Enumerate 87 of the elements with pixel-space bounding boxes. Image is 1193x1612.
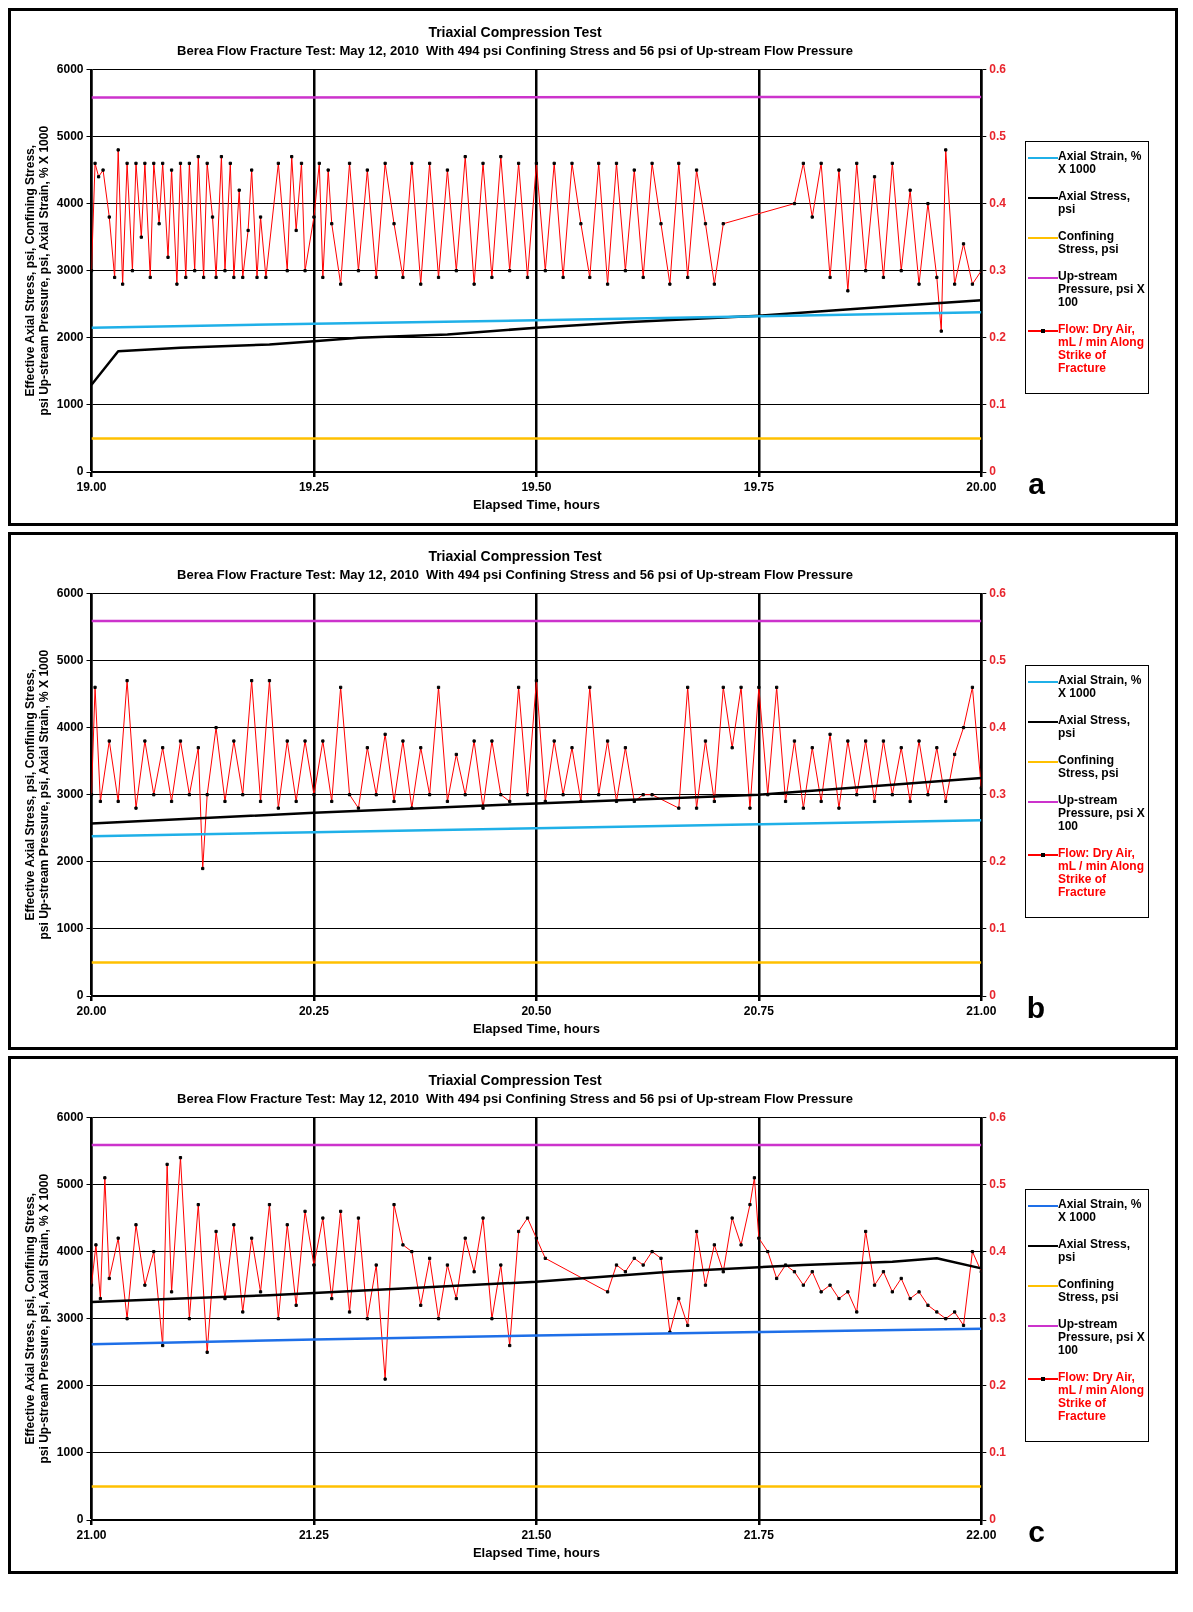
y-tick-label: 0 bbox=[76, 1512, 84, 1527]
y-tick-label: 5000 bbox=[56, 1176, 84, 1191]
y-tick-label: 4000 bbox=[56, 195, 84, 210]
x-axis-title: Elapsed Time, hours bbox=[472, 1544, 600, 1560]
y-axis-title: Effective Axial Stress, psi, Confining Stress, psi Up-stream Pressure, psi, Axial Strain, % X 1000 bbox=[22, 649, 51, 940]
x-tick-label: 20.25 bbox=[298, 1003, 330, 1018]
y2-tick-label: 0.6 bbox=[989, 61, 1007, 76]
chart-subtitle: Berea Flow Fracture Test: May 12, 2010 With 494 psi Confining Stress and 56 psi of Up-stream Flow Pressure bbox=[177, 43, 853, 59]
text: b bbox=[1026, 991, 1045, 1025]
y2-tick-label: 0.3 bbox=[989, 263, 1007, 278]
y-tick-label: 0 bbox=[76, 988, 84, 1003]
y2-tick-label: 0.5 bbox=[989, 652, 1007, 667]
x-axis-title: Elapsed Time, hours bbox=[472, 1020, 600, 1036]
x-tick-label: 20.00 bbox=[966, 479, 997, 494]
y-axis-title: Effective Axial Stress, psi, Confining Stress, psi Up-stream Pressure, psi, Axial Strain, % X 1000 bbox=[22, 125, 51, 416]
y2-tick-label: 0.6 bbox=[989, 585, 1007, 600]
y2-tick-label: 0.5 bbox=[989, 128, 1007, 143]
legend-label: Up-stream Pressure, psi X 100 bbox=[1058, 1316, 1146, 1357]
y-tick-label: 2000 bbox=[56, 330, 84, 345]
legend-label: Axial Strain, % X 1000 bbox=[1058, 1196, 1143, 1224]
y2-tick-label: 0.3 bbox=[989, 1311, 1007, 1326]
y2-tick-label: 0.2 bbox=[989, 854, 1007, 869]
y-tick-label: 0 bbox=[76, 464, 84, 479]
legend-label: Axial Strain, % X 1000 bbox=[1058, 148, 1143, 176]
legend-label: Flow: Dry Air, mL / min Along Strike of Fracture bbox=[1058, 1369, 1145, 1423]
x-tick-label: 22.00 bbox=[966, 1527, 997, 1542]
y2-tick-label: 0 bbox=[989, 1512, 997, 1527]
y2-tick-label: 0.5 bbox=[989, 1176, 1007, 1191]
x-tick-label: 21.75 bbox=[743, 1527, 775, 1542]
y-tick-label: 5000 bbox=[56, 652, 84, 667]
y-tick-label: 3000 bbox=[56, 263, 84, 278]
y2-tick-label: 0.6 bbox=[989, 1109, 1007, 1124]
chart-title: Triaxial Compression Test bbox=[428, 1072, 602, 1089]
x-tick-label: 19.25 bbox=[298, 479, 330, 494]
y2-tick-label: 0 bbox=[989, 988, 997, 1003]
legend-label: Flow: Dry Air, mL / min Along Strike of Fracture bbox=[1058, 845, 1145, 899]
text: a bbox=[1028, 467, 1045, 501]
x-tick-label: 21.00 bbox=[966, 1003, 997, 1018]
y2-tick-label: 0.4 bbox=[989, 1243, 1007, 1258]
x-tick-label: 19.50 bbox=[521, 479, 552, 494]
y-tick-label: 1000 bbox=[56, 921, 84, 936]
legend-label: Axial Stress, psi bbox=[1058, 712, 1132, 740]
y2-tick-label: 0.4 bbox=[989, 195, 1007, 210]
y2-tick-label: 0.1 bbox=[989, 397, 1007, 412]
x-tick-label: 21.00 bbox=[76, 1527, 107, 1542]
legend-label: Axial Strain, % X 1000 bbox=[1058, 672, 1143, 700]
y2-tick-label: 0.3 bbox=[989, 787, 1007, 802]
y-tick-label: 3000 bbox=[56, 787, 84, 802]
y-tick-label: 4000 bbox=[56, 1243, 84, 1258]
y2-tick-label: 0.1 bbox=[989, 921, 1007, 936]
x-tick-label: 21.50 bbox=[521, 1527, 552, 1542]
legend-label: Up-stream Pressure, psi X 100 bbox=[1058, 792, 1146, 833]
y2-tick-label: 0.2 bbox=[989, 1378, 1007, 1393]
x-tick-label: 20.50 bbox=[521, 1003, 552, 1018]
legend-label: Axial Stress, psi bbox=[1058, 1236, 1132, 1264]
legend-label: Confining Stress, psi bbox=[1058, 1276, 1120, 1304]
y2-tick-label: 0.4 bbox=[989, 719, 1007, 734]
y2-tick-label: 0 bbox=[989, 464, 997, 479]
y-tick-label: 1000 bbox=[56, 397, 84, 412]
y-tick-label: 3000 bbox=[56, 1311, 84, 1326]
y-tick-label: 6000 bbox=[56, 61, 84, 76]
y-tick-label: 6000 bbox=[56, 1109, 84, 1124]
chart-subtitle: Berea Flow Fracture Test: May 12, 2010 With 494 psi Confining Stress and 56 psi of Up-stream Flow Pressure bbox=[177, 567, 853, 583]
legend-label: Up-stream Pressure, psi X 100 bbox=[1058, 268, 1146, 309]
legend-label: Confining Stress, psi bbox=[1058, 752, 1120, 780]
y-tick-label: 1000 bbox=[56, 1445, 84, 1460]
x-tick-label: 20.75 bbox=[743, 1003, 775, 1018]
y-tick-label: 6000 bbox=[56, 585, 84, 600]
y2-tick-label: 0.1 bbox=[989, 1445, 1007, 1460]
legend-label: Confining Stress, psi bbox=[1058, 228, 1120, 256]
x-tick-label: 19.00 bbox=[76, 479, 107, 494]
chart-subtitle: Berea Flow Fracture Test: May 12, 2010 With 494 psi Confining Stress and 56 psi of Up-stream Flow Pressure bbox=[177, 1091, 853, 1107]
y-tick-label: 4000 bbox=[56, 719, 84, 734]
chart-title: Triaxial Compression Test bbox=[428, 24, 602, 41]
chart-title: Triaxial Compression Test bbox=[428, 548, 602, 565]
x-tick-label: 20.00 bbox=[76, 1003, 107, 1018]
legend-label: Axial Stress, psi bbox=[1058, 188, 1132, 216]
y-tick-label: 2000 bbox=[56, 854, 84, 869]
x-tick-label: 19.75 bbox=[743, 479, 775, 494]
y-tick-label: 5000 bbox=[56, 128, 84, 143]
legend-label: Flow: Dry Air, mL / min Along Strike of Fracture bbox=[1058, 321, 1145, 375]
y-tick-label: 2000 bbox=[56, 1378, 84, 1393]
x-tick-label: 21.25 bbox=[298, 1527, 330, 1542]
x-axis-title: Elapsed Time, hours bbox=[472, 496, 600, 512]
y2-tick-label: 0.2 bbox=[989, 330, 1007, 345]
text: c bbox=[1028, 1515, 1045, 1549]
y-axis-title: Effective Axial Stress, psi, Confining Stress, psi Up-stream Pressure, psi, Axial Strain, % X 1000 bbox=[22, 1173, 51, 1464]
